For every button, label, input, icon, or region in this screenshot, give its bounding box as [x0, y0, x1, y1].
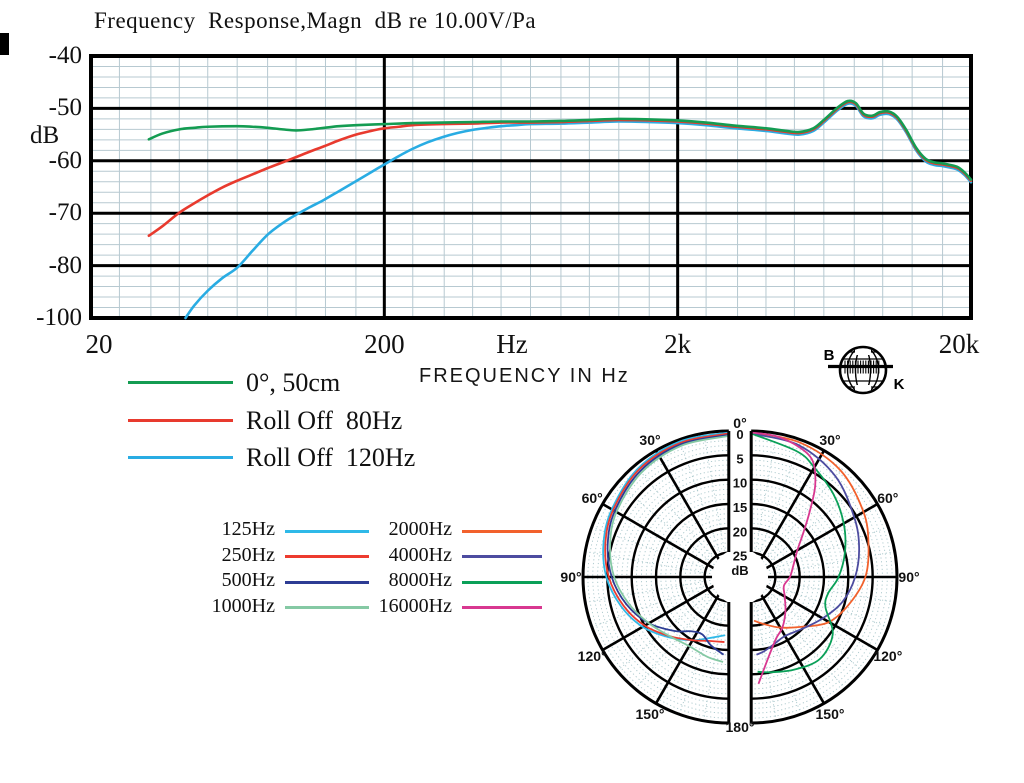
fr-legend-line — [128, 456, 233, 459]
polar-angle-label: 0° — [733, 415, 746, 431]
polar-radial-tick-label: 5 — [736, 451, 743, 466]
chart-title: Frequency Response,Magn dB re 10.00V/Pa — [94, 8, 537, 33]
polar-angle-label: 90° — [560, 569, 581, 585]
polar-legend-line — [285, 606, 369, 609]
polar-legend-label: 250Hz — [221, 543, 275, 566]
polar-curve-500hz — [606, 434, 729, 656]
fr-legend-label: 0°, 50cm — [246, 368, 341, 397]
polar-legend-label: 4000Hz — [388, 543, 452, 566]
polar-legend-line — [462, 580, 542, 584]
fr-x-tick-label: 20k — [938, 329, 980, 359]
polar-angle-label: 120° — [578, 648, 607, 664]
fr-legend-row: 0°, 50cm — [128, 368, 548, 404]
polar-major-spoke — [751, 502, 879, 579]
bk-globe-notch — [855, 345, 871, 355]
polar-angle-label: 30° — [639, 432, 660, 448]
fr-x-tick-label: 200 — [364, 329, 405, 359]
polar-radial-tick-label: 15 — [733, 500, 747, 515]
fr-y-axis-unit: dB — [30, 122, 60, 149]
polar-radial-unit-label: dB — [731, 563, 748, 578]
polar-center-hole — [712, 549, 768, 605]
fr-legend-row: Roll Off 80Hz — [128, 405, 548, 442]
polar-legend-label: 16000Hz — [378, 594, 452, 617]
fr-legend-label: Roll Off 80Hz — [246, 405, 403, 435]
polar-major-spoke — [751, 575, 879, 652]
polar-curve-16000hz — [751, 431, 817, 685]
polar-curve-2000hz — [751, 431, 870, 629]
polar-major-spoke — [601, 502, 729, 579]
fr-curve-roll-off-120hz — [184, 102, 973, 320]
polar-curve-250hz — [604, 432, 729, 643]
bk-letter-k: K — [894, 376, 905, 393]
fr-legend-label: Roll Off 120Hz — [246, 443, 416, 472]
fr-y-tick-label: -60 — [48, 146, 82, 174]
bk-globe-notch — [855, 385, 871, 395]
fr-y-tick-label: -80 — [48, 251, 82, 279]
polar-legend-line — [285, 580, 369, 584]
polar-angle-label: 150° — [816, 706, 845, 722]
polar-legend-line — [462, 555, 542, 558]
polar-angle-label: 90° — [898, 569, 919, 585]
polar-legend-line — [462, 529, 542, 533]
polar-major-spoke — [751, 449, 826, 578]
polar-major-spoke — [751, 576, 826, 705]
fr-x-tick-label: 20 — [85, 329, 113, 359]
polar-curve-8000hz — [751, 432, 847, 674]
polar-legend-label: 1000Hz — [211, 594, 275, 617]
polar-curve-4000hz — [751, 432, 861, 656]
fr-y-tick-label: -100 — [36, 304, 82, 331]
polar-legend-label: 2000Hz — [388, 518, 452, 540]
fr-curve-0-50cm — [147, 99, 973, 181]
polar-curve-1000hz — [609, 434, 729, 663]
fr-y-tick-label: -70 — [48, 199, 82, 227]
bk-letter-b: B — [824, 347, 835, 364]
fr-y-tick-label: -40 — [48, 42, 82, 69]
fr-legend-line — [128, 381, 233, 384]
polar-major-spoke — [654, 449, 729, 578]
bk-logo: BK — [824, 345, 905, 395]
polar-legend-label: 125Hz — [221, 518, 275, 540]
fr-y-tick-label: -50 — [48, 94, 82, 122]
polar-angle-label: 150° — [636, 706, 665, 722]
page-corner-tab — [0, 33, 9, 55]
fr-legend-row: Roll Off 120Hz — [128, 443, 548, 479]
polar-legend-label: 8000Hz — [388, 569, 452, 591]
polar-legend-line — [285, 555, 369, 558]
fr-plot-border — [89, 54, 973, 320]
polar-major-spoke — [601, 575, 729, 652]
polar-half-right — [751, 429, 899, 725]
fr-legend-line — [128, 418, 233, 422]
fr-legend: 0°, 50cm Roll Off 80Hz Roll Off 120Hz — [128, 368, 548, 485]
polar-curve-125hz — [602, 431, 729, 642]
polar-angle-label: 120° — [873, 648, 902, 664]
polar-angle-label: 180° — [726, 719, 755, 735]
fr-x-axis-title: FREQUENCY IN Hz — [419, 365, 630, 387]
polar-legend-line — [462, 606, 542, 609]
bk-globe-outline — [838, 345, 888, 395]
polar-radial-tick-label: 10 — [733, 476, 747, 491]
polar-angle-label: 60° — [582, 490, 603, 506]
fr-x-tick-label: 2k — [664, 329, 692, 359]
polar-radial-tick-label: 0 — [736, 427, 743, 442]
polar-legend-label: 500Hz — [221, 569, 275, 591]
polar-legend-line — [285, 529, 369, 533]
polar-angle-label: 30° — [819, 432, 840, 448]
polar-half-left — [581, 429, 729, 725]
fr-x-axis-unit: Hz — [496, 329, 528, 359]
polar-radial-tick-label: 20 — [733, 524, 747, 539]
polar-angle-label: 60° — [877, 490, 898, 506]
polar-radial-tick-label: 25 — [733, 549, 747, 564]
fr-chart — [89, 54, 973, 320]
